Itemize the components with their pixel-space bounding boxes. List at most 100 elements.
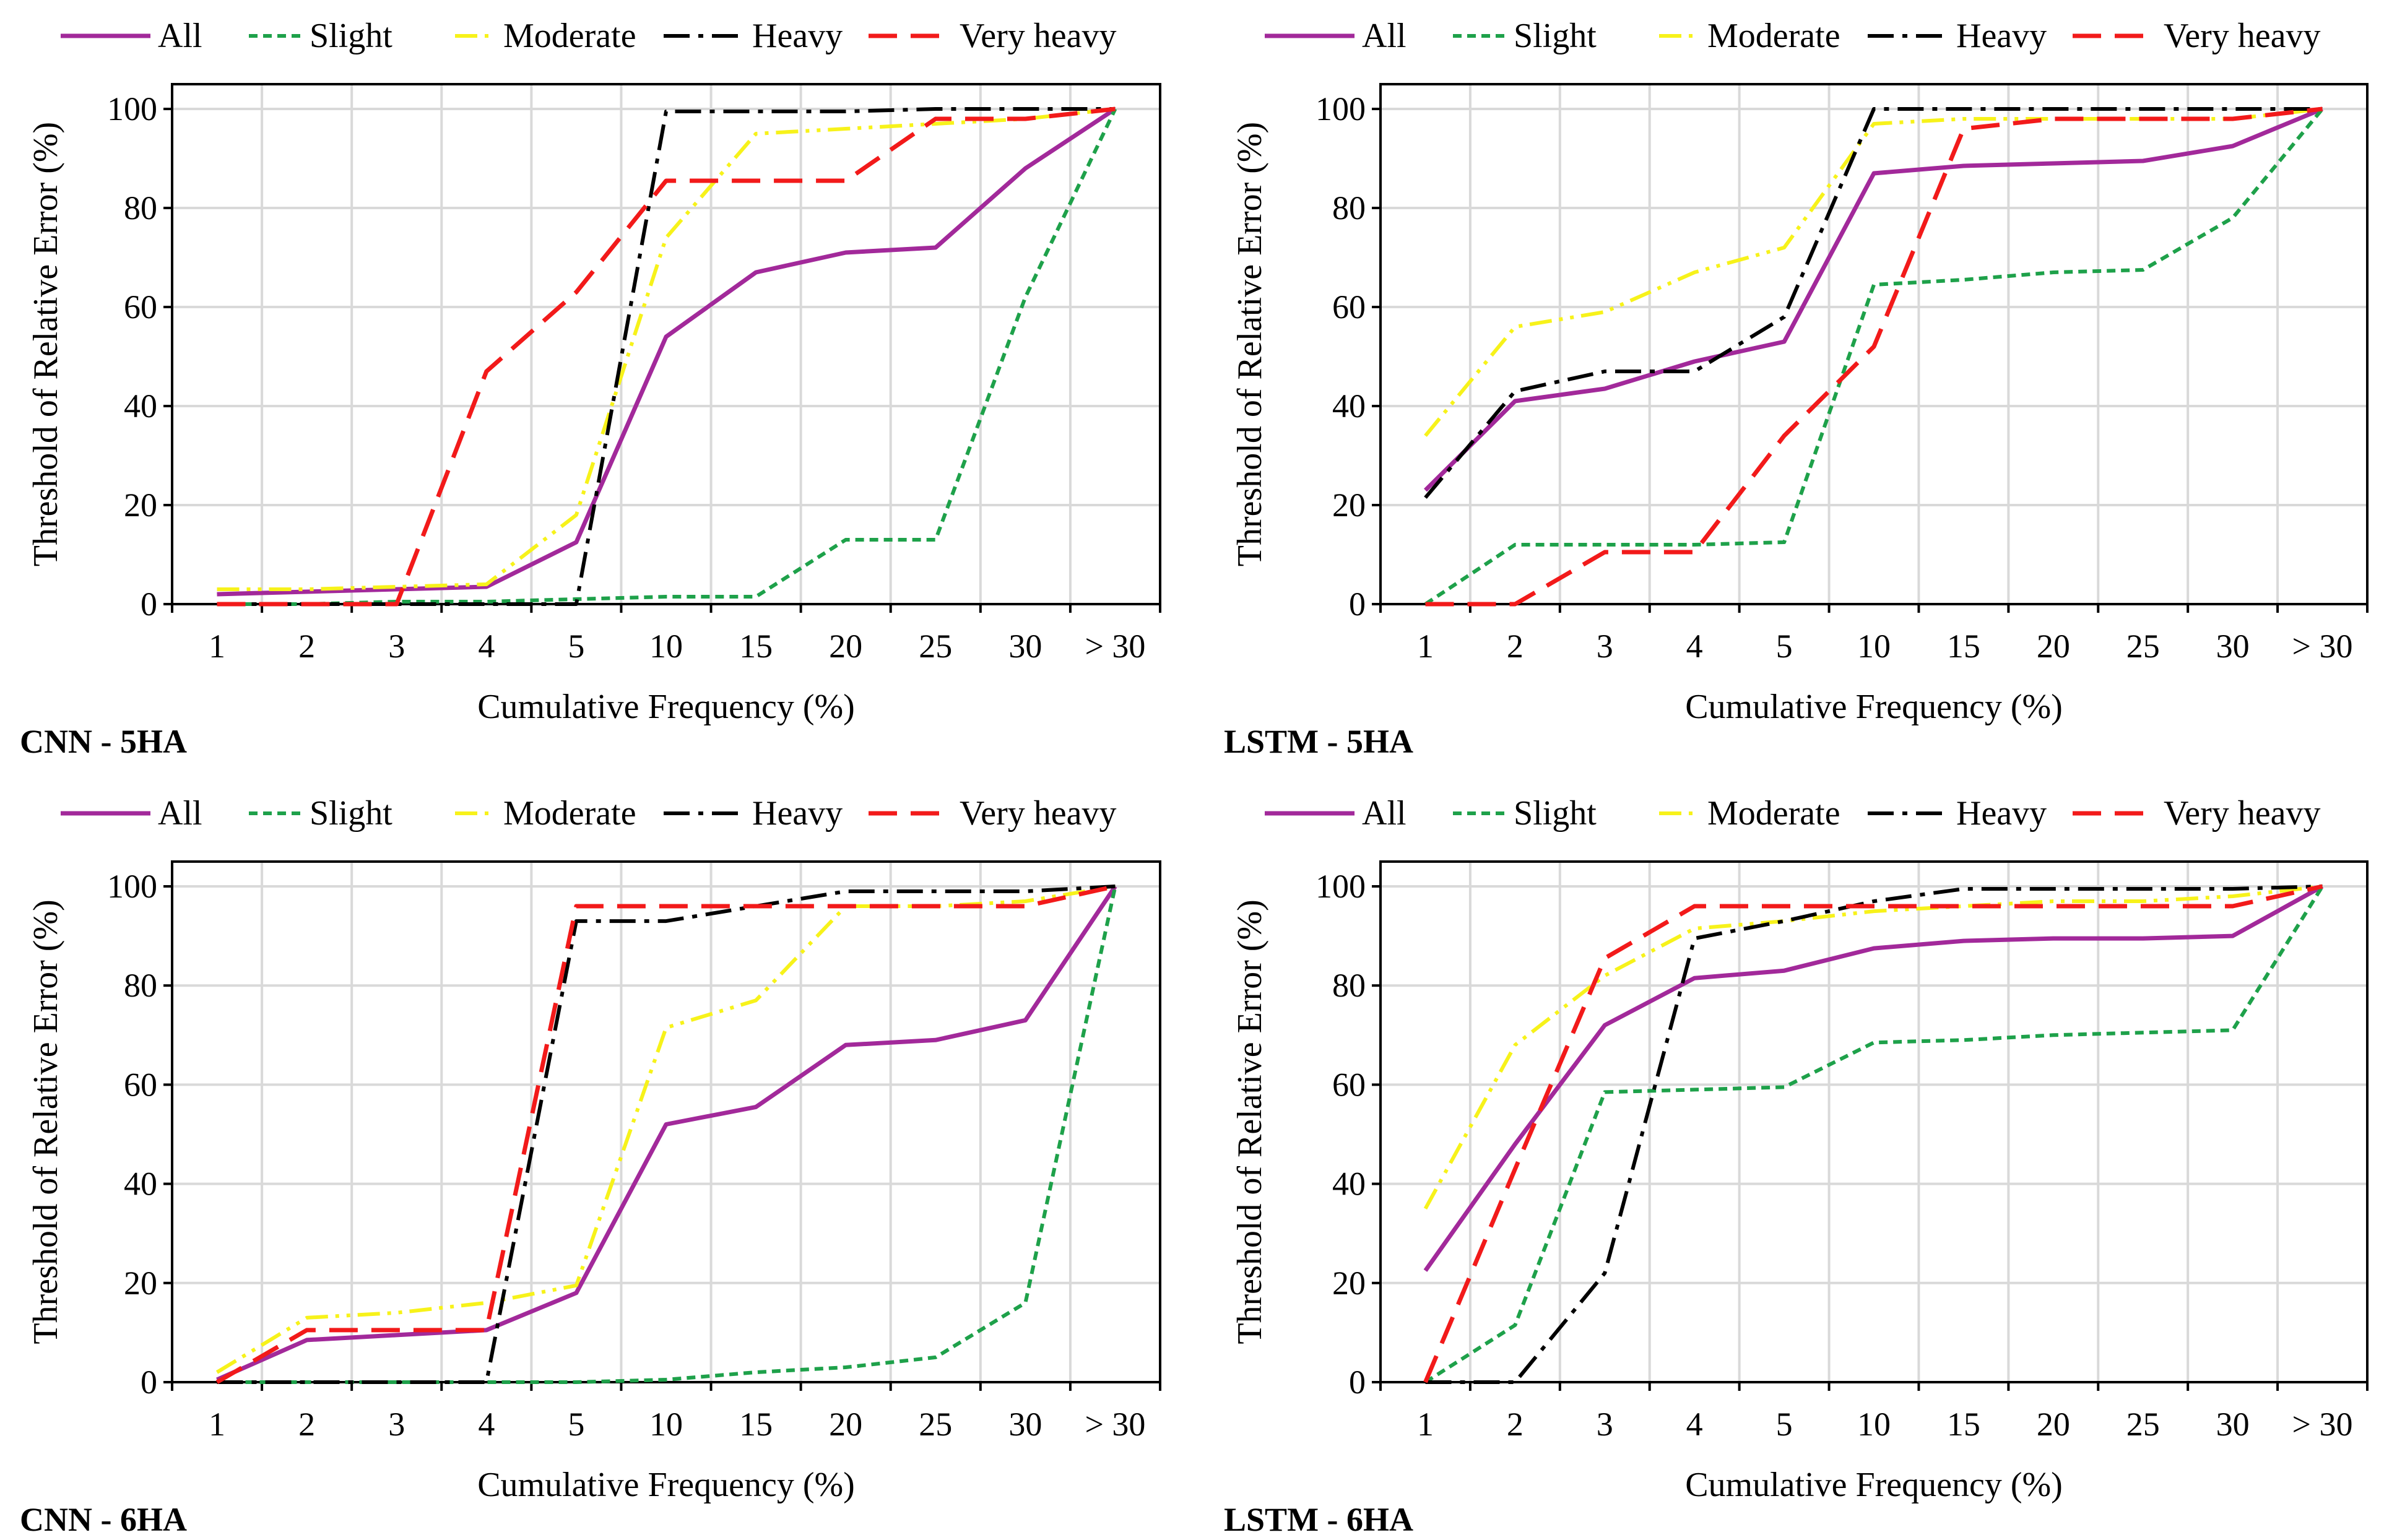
x-tick-label: 20 <box>829 628 862 665</box>
legend-label: Slight <box>310 17 392 55</box>
y-tick-label: 0 <box>141 1364 157 1401</box>
x-axis-title: Cumulative Frequency (%) <box>1685 1466 2063 1504</box>
x-tick-label: 30 <box>2216 1406 2250 1443</box>
plot-frame <box>171 860 1161 1383</box>
legend-label: Heavy <box>752 794 843 833</box>
y-tick-label: 80 <box>1332 967 1366 1004</box>
x-tick-label: 10 <box>649 1406 683 1443</box>
y-axis-title: Threshold of Relative Error (%) <box>27 899 65 1344</box>
x-axis-title: Cumulative Frequency (%) <box>1685 688 2063 726</box>
series-line-all <box>216 885 1117 1382</box>
x-tick-label: 4 <box>1686 1406 1703 1443</box>
legend-entry-slight: Slight <box>1453 17 1597 55</box>
legend-label: Moderate <box>1707 794 1840 833</box>
x-tick-label: > 30 <box>2292 628 2353 665</box>
x-tick-label: 3 <box>1597 1406 1613 1443</box>
y-tick-label: 100 <box>107 868 157 905</box>
x-tick-label: 4 <box>478 1406 495 1443</box>
x-tick-label: 5 <box>1776 1406 1793 1443</box>
y-tick-label: 20 <box>124 487 157 524</box>
x-tick-label: > 30 <box>1085 1406 1145 1443</box>
panel-label: LSTM - 5HA <box>1224 723 1413 760</box>
x-tick-label: 15 <box>1947 628 1980 665</box>
legend-label: Heavy <box>752 17 843 55</box>
legend-entry-very-heavy: Very heavy <box>2073 17 2320 55</box>
legend-label: All <box>1362 17 1407 55</box>
legend-label: Slight <box>1514 17 1597 55</box>
legend-entry-heavy: Heavy <box>1868 17 2047 55</box>
series-line-heavy <box>217 885 1116 1384</box>
legend-label: Very heavy <box>2164 17 2320 55</box>
legend-label: Slight <box>1514 794 1597 833</box>
x-tick-label: 1 <box>209 1406 225 1443</box>
y-tick-label: 100 <box>107 90 157 128</box>
x-tick-label: 25 <box>2126 1406 2160 1443</box>
legend-label: Moderate <box>1707 17 1840 55</box>
x-tick-label: 1 <box>1417 1406 1434 1443</box>
x-axis-title: Cumulative Frequency (%) <box>477 688 855 726</box>
y-tick-label: 40 <box>1332 387 1366 425</box>
legend-label: Heavy <box>1956 794 2047 833</box>
y-tick-label: 80 <box>124 189 157 227</box>
series-line-all <box>217 107 1117 597</box>
legend-label: Moderate <box>503 17 636 55</box>
plot-frame <box>171 83 1161 605</box>
series-line-moderate <box>1423 885 2323 1210</box>
series-line-all <box>1424 106 2323 492</box>
panel-label: LSTM - 6HA <box>1224 1501 1413 1538</box>
legend-label: All <box>158 794 202 833</box>
x-tick-label: > 30 <box>2292 1406 2353 1443</box>
series-line-heavy <box>1425 885 2323 1384</box>
x-tick-label: 2 <box>1507 628 1524 665</box>
series-line-very-heavy <box>1423 884 2323 1383</box>
series-line-all <box>1423 884 2324 1272</box>
legend-entry-heavy: Heavy <box>664 794 843 833</box>
x-tick-label: 15 <box>739 1406 773 1443</box>
y-tick-label: 40 <box>124 1166 157 1203</box>
legend-label: Moderate <box>503 794 636 833</box>
legend-entry-moderate: Moderate <box>455 17 636 55</box>
series-line-very-heavy <box>1425 106 2323 607</box>
legend-entry-heavy: Heavy <box>1868 794 2047 833</box>
x-tick-label: 30 <box>1008 628 1042 665</box>
x-tick-label: 4 <box>1686 628 1703 665</box>
x-axis-title: Cumulative Frequency (%) <box>477 1466 855 1504</box>
y-tick-label: 100 <box>1316 868 1366 905</box>
y-axis-title: Threshold of Relative Error (%) <box>1231 899 1269 1344</box>
legend-label: All <box>158 17 202 55</box>
y-tick-label: 60 <box>1332 288 1366 326</box>
x-tick-label: 1 <box>209 628 225 665</box>
x-tick-label: 10 <box>1857 1406 1891 1443</box>
y-axis-title: Threshold of Relative Error (%) <box>27 122 65 566</box>
y-tick-label: 0 <box>141 586 157 623</box>
panel-label: CNN - 5HA <box>20 723 187 760</box>
legend-entry-all: All <box>1265 17 1407 55</box>
chart-panel-lstm-6ha: 0 20 40 60 80 100 1 2 3 4 5 10 15 20 25 30 > 30 Cumulativ… <box>1224 794 2369 1538</box>
series-line-very-heavy <box>217 106 1116 607</box>
y-tick-label: 0 <box>1349 586 1366 623</box>
y-tick-label: 40 <box>1332 1166 1366 1203</box>
x-tick-label: 3 <box>388 1406 405 1443</box>
x-tick-label: 25 <box>2126 628 2160 665</box>
y-tick-label: 20 <box>1332 1265 1366 1302</box>
x-tick-label: 20 <box>2037 1406 2070 1443</box>
chart-panel-cnn-5ha: 0 20 40 60 80 100 1 2 3 4 5 10 15 20 25 30 > 30 Cumulativ… <box>20 17 1161 760</box>
legend-label: Slight <box>310 794 392 833</box>
legend-label: Very heavy <box>960 794 1116 833</box>
y-tick-label: 80 <box>1332 189 1366 227</box>
y-axis-title: Threshold of Relative Error (%) <box>1231 122 1269 566</box>
series-line-moderate <box>1424 107 2323 437</box>
legend-entry-moderate: Moderate <box>1659 794 1840 833</box>
x-tick-label: 3 <box>1597 628 1613 665</box>
x-tick-label: 10 <box>1857 628 1891 665</box>
y-tick-label: 0 <box>1349 1364 1366 1401</box>
legend-entry-heavy: Heavy <box>664 17 843 55</box>
x-tick-label: > 30 <box>1085 628 1145 665</box>
legend-entry-slight: Slight <box>1453 794 1597 833</box>
legend-label: Very heavy <box>2164 794 2320 833</box>
legend-entry-very-heavy: Very heavy <box>869 794 1116 833</box>
y-tick-label: 60 <box>1332 1066 1366 1103</box>
y-tick-label: 40 <box>124 387 157 425</box>
x-tick-label: 30 <box>2216 628 2250 665</box>
